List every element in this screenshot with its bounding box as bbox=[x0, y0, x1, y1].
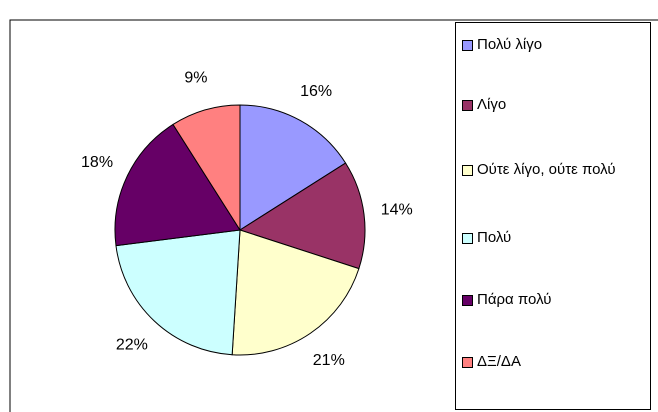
data-label: 22% bbox=[116, 336, 148, 353]
data-label: 18% bbox=[81, 154, 113, 171]
legend-swatch bbox=[462, 295, 473, 306]
legend-label: ΔΞ/ΔΑ bbox=[477, 353, 521, 370]
legend-label: Πάρα πολύ bbox=[477, 291, 552, 308]
legend-swatch bbox=[462, 40, 473, 51]
data-label: 21% bbox=[313, 352, 345, 369]
legend: Πολύ λίγο Λίγο Ούτε λίγο, ούτε πολύ Πολύ Πάρ… bbox=[455, 22, 651, 410]
legend-item: ΔΞ/ΔΑ bbox=[462, 352, 642, 372]
legend-swatch bbox=[462, 100, 473, 111]
legend-item: Ούτε λίγο, ούτε πολύ bbox=[462, 160, 642, 180]
legend-item: Λίγο bbox=[462, 95, 642, 115]
data-label: 14% bbox=[381, 201, 413, 218]
legend-label: Πολύ bbox=[477, 229, 512, 246]
pie-slice bbox=[114, 123, 241, 247]
pie-slice bbox=[239, 104, 347, 231]
pie-slice bbox=[238, 162, 366, 270]
pie-slice bbox=[172, 104, 241, 232]
data-label: 9% bbox=[184, 69, 207, 86]
legend-swatch bbox=[462, 165, 473, 176]
data-label: 16% bbox=[300, 83, 332, 100]
legend-item: Πάρα πολύ bbox=[462, 290, 642, 310]
legend-swatch bbox=[462, 233, 473, 244]
legend-item: Πολύ bbox=[462, 228, 642, 248]
legend-label: Λίγο bbox=[477, 96, 507, 113]
chart-border bbox=[9, 19, 658, 412]
pie-slice bbox=[115, 229, 241, 356]
legend-label: Πολύ λίγο bbox=[477, 36, 543, 53]
pie-slice bbox=[231, 229, 360, 356]
legend-item: Πολύ λίγο bbox=[462, 35, 642, 55]
legend-label: Ούτε λίγο, ούτε πολύ bbox=[477, 161, 616, 178]
legend-swatch bbox=[462, 357, 473, 368]
